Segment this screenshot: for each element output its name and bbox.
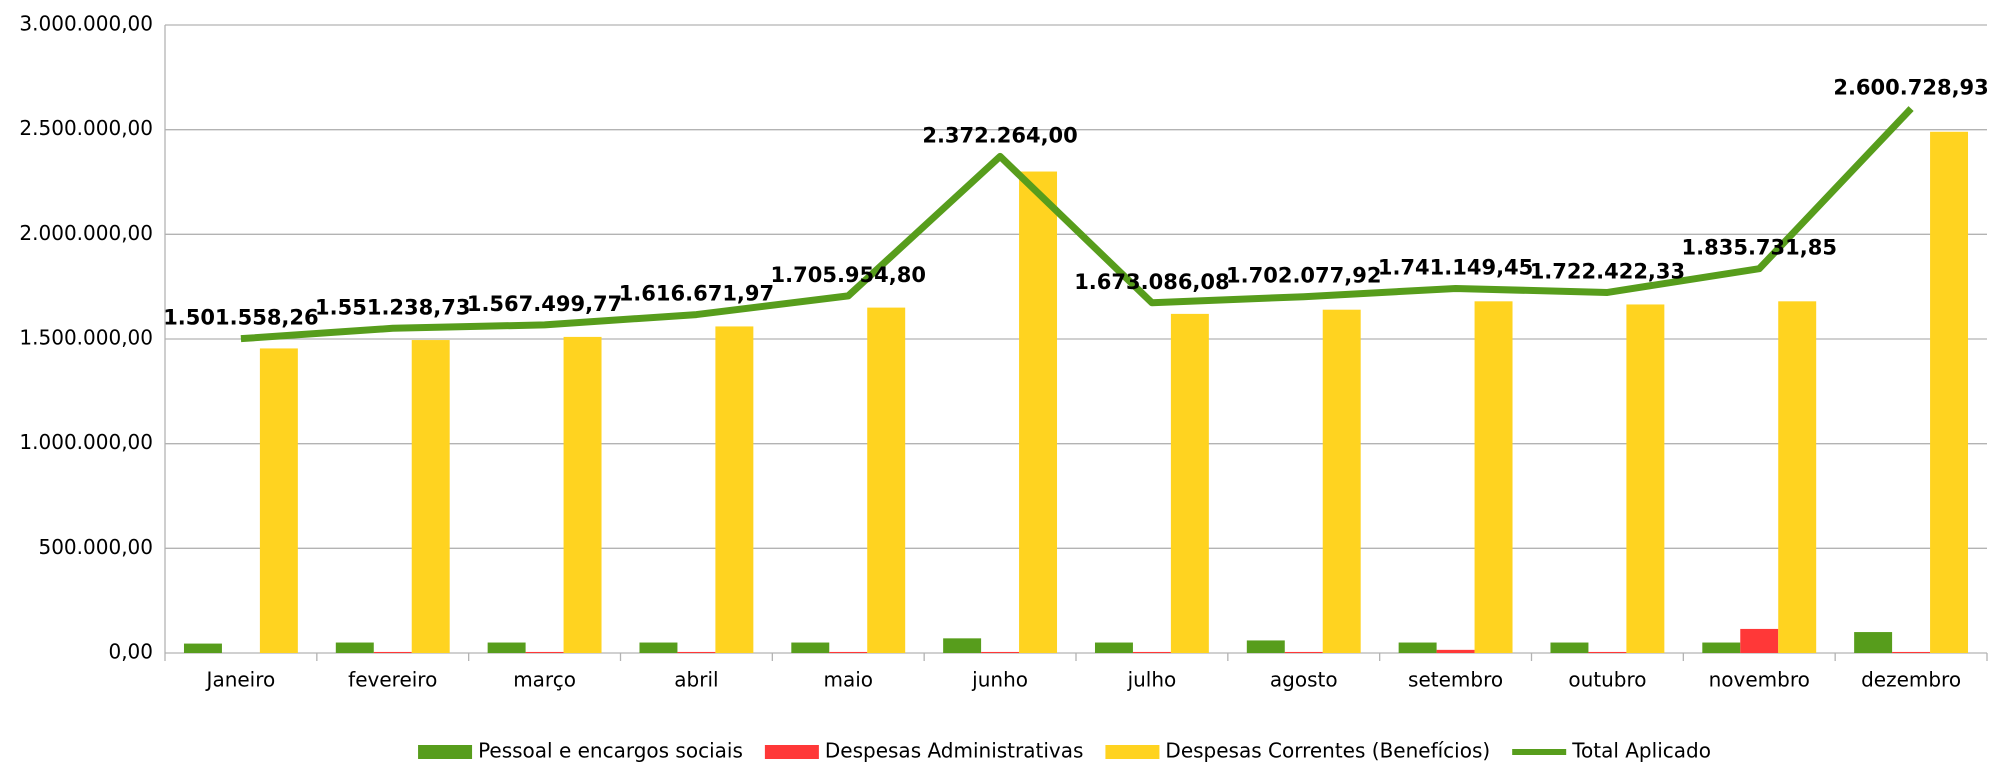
data-label: 1.673.086,08 — [1074, 270, 1229, 294]
data-label: 1.705.954,80 — [771, 263, 926, 287]
bar — [639, 642, 678, 653]
data-label: 1.741.149,45 — [1378, 256, 1533, 280]
legend: Pessoal e encargos sociais Despesas Admin… — [418, 739, 1711, 763]
x-tick-label: dezembro — [1861, 668, 1961, 692]
y-tick-label: 1.500.000,00 — [19, 326, 153, 350]
legend-swatch — [418, 745, 473, 759]
data-label: 2.600.728,93 — [1833, 76, 1988, 100]
data-label: 1.501.558,26 — [163, 306, 318, 330]
bar — [981, 651, 1020, 653]
data-label: 1.835.731,85 — [1682, 236, 1837, 260]
bar — [1322, 309, 1361, 653]
y-tick-label: 2.000.000,00 — [19, 221, 153, 245]
x-tick-label: fevereiro — [348, 668, 437, 692]
legend-item: Despesas Administrativas — [764, 739, 1084, 763]
bar — [1398, 642, 1437, 653]
data-label: 1.567.499,77 — [467, 292, 622, 316]
bar — [1019, 171, 1058, 654]
x-tick-label: julho — [1127, 668, 1177, 692]
data-label: 1.722.422,33 — [1530, 259, 1685, 283]
legend-item: Pessoal e encargos sociais — [418, 739, 743, 763]
bar — [1550, 642, 1589, 653]
bar — [715, 326, 754, 653]
bar — [525, 651, 564, 653]
bar — [373, 651, 412, 653]
bar — [1854, 632, 1893, 653]
data-label: 1.551.238,73 — [315, 295, 470, 319]
x-tick-label: abril — [674, 668, 718, 692]
x-tick-label: agosto — [1270, 668, 1338, 692]
y-tick-label: 2.500.000,00 — [19, 116, 153, 140]
legend-label: Despesas Correntes (Benefícios) — [1165, 739, 1490, 763]
bar — [1702, 642, 1741, 653]
x-tick-label: maio — [823, 668, 873, 692]
bar — [1778, 301, 1817, 653]
bar — [1930, 131, 1969, 653]
bar — [677, 651, 716, 653]
bar — [791, 642, 830, 653]
bar — [1246, 640, 1285, 653]
bar — [487, 642, 526, 653]
bar — [183, 643, 222, 653]
x-tick-label: março — [513, 668, 576, 692]
y-tick-label: 500.000,00 — [38, 535, 153, 559]
legend-item: Despesas Correntes (Benefícios) — [1105, 739, 1490, 763]
legend-swatch — [764, 745, 819, 759]
y-tick-label: 0,00 — [108, 640, 153, 664]
bar — [1588, 651, 1627, 653]
legend-swatch — [1105, 745, 1160, 759]
bar — [1436, 649, 1475, 653]
bar — [1892, 651, 1931, 653]
legend-item: Total Aplicado — [1512, 739, 1711, 763]
legend-label: Despesas Administrativas — [825, 739, 1084, 763]
bar — [867, 307, 906, 653]
y-tick-label: 1.000.000,00 — [19, 430, 153, 454]
y-tick-label: 3.000.000,00 — [19, 12, 153, 36]
bar — [829, 651, 868, 653]
bar — [1284, 651, 1323, 653]
x-tick-label: junho — [971, 668, 1028, 692]
bar — [563, 336, 602, 653]
x-tick-label: outubro — [1568, 668, 1646, 692]
bar — [1094, 642, 1133, 653]
line — [240, 106, 1914, 343]
data-label: 2.372.264,00 — [922, 123, 1077, 147]
bar — [259, 348, 298, 653]
bar — [1132, 651, 1171, 653]
bar — [335, 642, 374, 653]
bar — [411, 340, 450, 653]
bar — [1740, 628, 1779, 653]
bar — [943, 638, 982, 653]
data-label: 1.702.077,92 — [1226, 264, 1381, 288]
bar — [1474, 301, 1513, 653]
data-label: 1.616.671,97 — [619, 282, 774, 306]
bar — [1626, 304, 1665, 653]
x-tick-label: novembro — [1709, 668, 1810, 692]
x-tick-label: Janeiro — [205, 668, 276, 692]
x-tick-label: setembro — [1408, 668, 1503, 692]
legend-label: Total Aplicado — [1571, 739, 1711, 763]
bar — [1170, 313, 1209, 653]
legend-label: Pessoal e encargos sociais — [478, 739, 743, 763]
